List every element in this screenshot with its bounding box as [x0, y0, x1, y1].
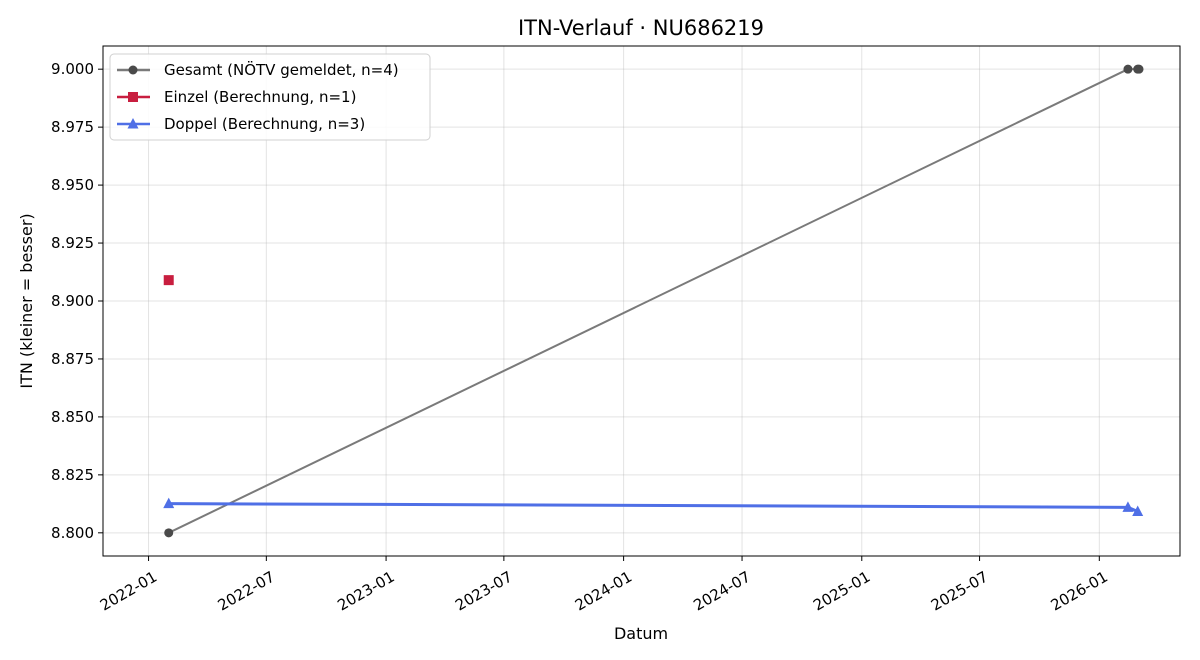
data-point	[164, 528, 174, 538]
legend-item: Doppel (Berechnung, n=3)	[117, 115, 365, 133]
legend-label: Gesamt (NÖTV gemeldet, n=4)	[164, 60, 399, 79]
data-point	[1134, 64, 1144, 74]
y-tick-label: 8.875	[51, 350, 94, 368]
data-point	[163, 275, 174, 286]
legend-label: Doppel (Berechnung, n=3)	[164, 115, 365, 133]
legend-marker	[128, 65, 138, 75]
y-tick-label: 9.000	[51, 60, 94, 78]
legend-box	[109, 53, 431, 141]
x-tick-label: 2023-07	[452, 568, 515, 615]
x-axis-label: Datum	[614, 624, 668, 643]
y-axis-label: ITN (kleiner = besser)	[17, 213, 36, 388]
data-point	[1122, 501, 1134, 512]
data-point	[163, 497, 175, 509]
series-1	[163, 275, 174, 286]
series-line	[168, 502, 1139, 513]
chart-title: ITN-Verlauf · NU686219	[518, 16, 764, 40]
y-tick-label: 8.925	[51, 234, 94, 252]
x-tick-label: 2024-01	[572, 568, 635, 615]
y-tick-label: 8.900	[51, 292, 94, 310]
legend-label: Einzel (Berechnung, n=1)	[164, 88, 356, 106]
data-point	[1132, 505, 1144, 516]
grid-layer	[103, 46, 1180, 556]
y-tick-label: 8.850	[51, 408, 94, 426]
x-tick-label: 2025-01	[810, 568, 873, 615]
legend-item: Gesamt (NÖTV gemeldet, n=4)	[117, 60, 399, 79]
series-0	[164, 64, 1144, 538]
legend-marker	[127, 118, 139, 129]
x-tick-label: 2025-07	[928, 568, 991, 615]
x-tick-label: 2022-07	[215, 568, 278, 615]
x-tick-label: 2022-01	[97, 568, 160, 615]
legend: Gesamt (NÖTV gemeldet, n=4) Einzel (Berec…	[109, 53, 431, 141]
legend-item: Einzel (Berechnung, n=1)	[117, 88, 356, 106]
y-tick-label: 8.800	[51, 524, 94, 542]
y-tick-label: 8.975	[51, 118, 94, 136]
y-axis: 8.800 8.825 8.850 8.875 8.900 8.925 8.950 8.975…	[51, 60, 103, 542]
y-tick-label: 8.825	[51, 466, 94, 484]
x-tick-label: 2023-01	[334, 568, 397, 615]
series-layer	[163, 64, 1144, 538]
data-point	[1123, 64, 1133, 74]
y-tick-label: 8.950	[51, 176, 94, 194]
series-2	[163, 497, 1144, 516]
x-tick-label: 2024-07	[690, 568, 753, 615]
legend-marker	[128, 92, 138, 102]
x-axis: 2022-01 2022-07 2023-01 2023-07 2024-01 2024-…	[97, 556, 1111, 615]
x-tick-label: 2026-01	[1048, 568, 1111, 615]
